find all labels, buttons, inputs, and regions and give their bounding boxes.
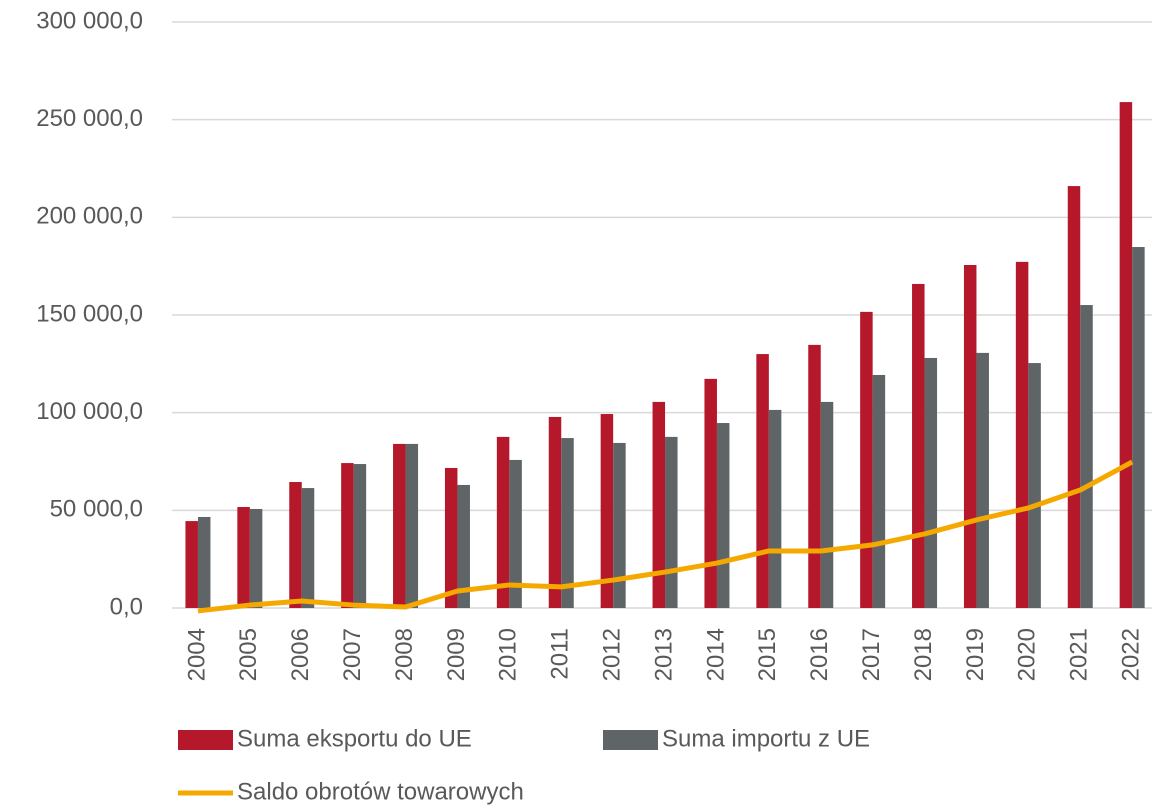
legend-label: Suma importu z UE xyxy=(662,725,870,752)
x-tick-label: 2012 xyxy=(598,628,625,681)
bar xyxy=(600,414,614,608)
bar xyxy=(393,443,406,608)
bar xyxy=(704,378,717,608)
bar xyxy=(561,438,574,608)
y-tick-label: 250 000,0 xyxy=(36,105,143,132)
legend-label: Suma eksportu do UE xyxy=(237,725,472,752)
x-tick-label: 2009 xyxy=(443,628,470,681)
bar xyxy=(756,354,769,608)
bar xyxy=(353,464,367,608)
x-tick-label: 2022 xyxy=(1117,628,1144,681)
x-tick-label: 2019 xyxy=(962,628,989,681)
legend-swatch xyxy=(178,730,233,750)
y-tick-label: 200 000,0 xyxy=(36,203,143,230)
bar xyxy=(444,467,458,608)
bar xyxy=(548,416,562,608)
x-tick-label: 2016 xyxy=(806,628,833,681)
line xyxy=(197,459,1134,614)
bar xyxy=(289,482,302,608)
x-tick-label: 2018 xyxy=(910,628,937,681)
bar xyxy=(808,344,821,608)
x-tick-label: 2017 xyxy=(858,628,885,681)
x-tick-label: 2015 xyxy=(754,628,781,681)
bar xyxy=(665,436,678,608)
bar xyxy=(613,442,626,608)
x-tick-label: 2005 xyxy=(235,628,262,681)
bar xyxy=(963,264,977,608)
bar xyxy=(1028,363,1041,608)
y-tick-label: 50 000,0 xyxy=(50,496,143,523)
bar xyxy=(1080,305,1093,608)
x-tick-label: 2020 xyxy=(1014,628,1041,681)
y-tick-label: 0,0 xyxy=(110,593,143,620)
bar xyxy=(1067,186,1081,608)
bar xyxy=(820,401,834,608)
x-tick-label: 2014 xyxy=(702,628,729,681)
bar xyxy=(496,436,510,608)
bar xyxy=(1119,102,1133,608)
legend-label: Saldo obrotów towarowych xyxy=(237,778,524,805)
bar xyxy=(341,463,354,608)
bar xyxy=(301,488,315,608)
bar xyxy=(405,443,419,608)
bar xyxy=(768,409,782,608)
bar xyxy=(197,516,211,608)
bar xyxy=(457,484,470,608)
bar xyxy=(1015,261,1029,608)
x-tick-label: 2010 xyxy=(495,628,522,681)
y-tick-label: 100 000,0 xyxy=(36,398,143,425)
bar xyxy=(237,507,250,608)
bar xyxy=(509,459,522,608)
bar xyxy=(860,311,873,608)
x-tick-label: 2007 xyxy=(339,628,366,681)
bar xyxy=(976,352,989,608)
x-tick-label: 2004 xyxy=(183,628,210,681)
bar xyxy=(185,521,198,608)
x-tick-label: 2008 xyxy=(391,628,418,681)
y-tick-label: 150 000,0 xyxy=(36,300,143,327)
legend-swatch xyxy=(603,730,658,750)
bar xyxy=(249,508,263,608)
bar xyxy=(924,357,938,608)
y-tick-label: 300 000,0 xyxy=(36,7,143,34)
bar xyxy=(1132,247,1145,609)
bar xyxy=(912,283,925,608)
x-tick-label: 2006 xyxy=(287,628,314,681)
x-tick-label: 2011 xyxy=(547,628,574,680)
bar xyxy=(652,401,666,608)
x-tick-label: 2013 xyxy=(650,628,677,681)
bar xyxy=(872,374,886,608)
bar xyxy=(716,423,730,608)
x-tick-label: 2021 xyxy=(1066,628,1093,681)
